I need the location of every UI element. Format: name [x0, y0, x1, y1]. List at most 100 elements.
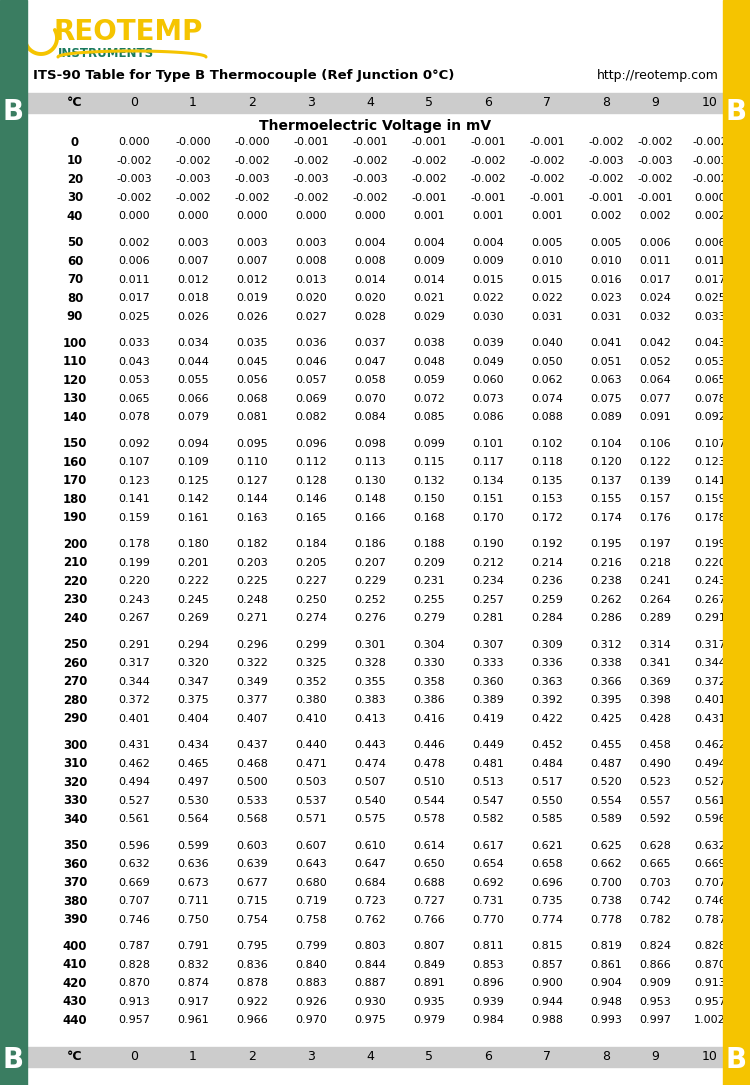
Text: 3: 3 — [307, 1050, 315, 1063]
Text: 0.309: 0.309 — [531, 640, 562, 650]
Text: 20: 20 — [67, 173, 83, 186]
Text: 0.279: 0.279 — [413, 613, 445, 623]
Text: 0.861: 0.861 — [590, 960, 622, 970]
Text: 0.582: 0.582 — [472, 815, 504, 825]
Text: -0.001: -0.001 — [638, 192, 673, 203]
Text: 0.000: 0.000 — [118, 137, 150, 146]
Text: 0.176: 0.176 — [639, 513, 670, 523]
Text: 0.419: 0.419 — [472, 714, 504, 724]
Text: 0.434: 0.434 — [177, 740, 209, 751]
Text: 190: 190 — [63, 511, 87, 524]
Text: 0.449: 0.449 — [472, 740, 504, 751]
Text: 0.883: 0.883 — [295, 979, 327, 988]
Text: 390: 390 — [63, 914, 87, 927]
Text: 0.161: 0.161 — [177, 513, 209, 523]
Text: 0.094: 0.094 — [177, 438, 209, 449]
Text: B: B — [3, 1046, 24, 1074]
Text: 0.243: 0.243 — [118, 595, 150, 604]
Text: 0.304: 0.304 — [413, 640, 445, 650]
Text: 0.352: 0.352 — [295, 677, 327, 687]
Text: 0.134: 0.134 — [472, 475, 504, 486]
Text: -0.001: -0.001 — [588, 192, 624, 203]
Text: 0.828: 0.828 — [118, 960, 150, 970]
Text: -0.003: -0.003 — [176, 174, 211, 184]
Text: 0.966: 0.966 — [236, 1016, 268, 1025]
Text: 0.015: 0.015 — [531, 275, 562, 284]
Text: 0.500: 0.500 — [236, 777, 268, 788]
Text: -0.002: -0.002 — [293, 192, 328, 203]
Text: 0.824: 0.824 — [639, 942, 671, 952]
Text: 0.891: 0.891 — [413, 979, 445, 988]
Text: 70: 70 — [67, 273, 83, 286]
Text: 0.738: 0.738 — [590, 896, 622, 906]
Text: 1: 1 — [189, 97, 197, 110]
Text: 0.008: 0.008 — [354, 256, 386, 266]
Text: 0.979: 0.979 — [413, 1016, 445, 1025]
Text: 350: 350 — [63, 840, 87, 853]
Text: 0.128: 0.128 — [295, 475, 327, 486]
Text: 0.904: 0.904 — [590, 979, 622, 988]
Text: 0.000: 0.000 — [177, 137, 209, 146]
Text: 0.799: 0.799 — [295, 942, 327, 952]
Text: 0.948: 0.948 — [590, 997, 622, 1007]
Text: 0.935: 0.935 — [413, 997, 445, 1007]
Text: 0.047: 0.047 — [354, 357, 386, 367]
Text: 0.000: 0.000 — [354, 212, 386, 221]
Text: 0.170: 0.170 — [472, 513, 504, 523]
Text: 0.795: 0.795 — [236, 942, 268, 952]
Text: 0.836: 0.836 — [236, 960, 268, 970]
Text: 100: 100 — [63, 336, 87, 349]
Text: 0.009: 0.009 — [472, 256, 504, 266]
Text: -0.000: -0.000 — [176, 137, 211, 146]
Text: 0.005: 0.005 — [531, 238, 562, 247]
Text: 0.106: 0.106 — [639, 438, 670, 449]
Text: 0.828: 0.828 — [694, 942, 726, 952]
Text: 2: 2 — [248, 1050, 256, 1063]
Text: 7: 7 — [543, 1050, 551, 1063]
Text: 230: 230 — [63, 593, 87, 607]
Text: -0.001: -0.001 — [470, 137, 506, 146]
Text: 0.220: 0.220 — [694, 558, 726, 567]
Text: 0.209: 0.209 — [413, 558, 445, 567]
Text: 0.540: 0.540 — [354, 796, 386, 806]
Text: 0.647: 0.647 — [354, 859, 386, 869]
Text: 0.174: 0.174 — [590, 513, 622, 523]
Text: 0.048: 0.048 — [413, 357, 445, 367]
Text: 0.325: 0.325 — [295, 659, 327, 668]
Text: 0.625: 0.625 — [590, 841, 622, 851]
Text: 0.081: 0.081 — [236, 412, 268, 422]
Text: ITS-90 Table for Type B Thermocouple (Ref Junction 0°C): ITS-90 Table for Type B Thermocouple (Re… — [33, 68, 454, 81]
Text: 0.913: 0.913 — [694, 979, 726, 988]
Text: 0.636: 0.636 — [177, 859, 209, 869]
Text: 0.372: 0.372 — [118, 695, 150, 705]
Bar — [723, 0, 750, 1085]
Text: 0.490: 0.490 — [639, 758, 671, 769]
Text: 0.338: 0.338 — [590, 659, 622, 668]
Text: 0.639: 0.639 — [236, 859, 268, 869]
Text: 0.010: 0.010 — [590, 256, 622, 266]
Text: 0.401: 0.401 — [694, 695, 726, 705]
Text: 0.857: 0.857 — [531, 960, 563, 970]
Text: 0.561: 0.561 — [118, 815, 150, 825]
Text: 0.222: 0.222 — [177, 576, 209, 586]
Text: 0.110: 0.110 — [236, 457, 268, 468]
Text: 0.107: 0.107 — [694, 438, 726, 449]
Text: 400: 400 — [63, 940, 87, 953]
Text: 9: 9 — [651, 97, 659, 110]
Text: 0.207: 0.207 — [354, 558, 386, 567]
Text: 0.212: 0.212 — [472, 558, 504, 567]
Text: 0.043: 0.043 — [694, 339, 726, 348]
Text: 0.762: 0.762 — [354, 915, 386, 924]
Text: 0.360: 0.360 — [472, 677, 504, 687]
Text: 0.443: 0.443 — [354, 740, 386, 751]
Text: -0.002: -0.002 — [411, 155, 447, 166]
Text: 0.107: 0.107 — [118, 457, 150, 468]
Text: 0.178: 0.178 — [694, 513, 726, 523]
Text: 0.513: 0.513 — [472, 777, 504, 788]
Text: 0.320: 0.320 — [177, 659, 209, 668]
Text: -0.002: -0.002 — [234, 192, 270, 203]
Text: 0.527: 0.527 — [694, 777, 726, 788]
Text: 370: 370 — [63, 877, 87, 890]
Text: 0.000: 0.000 — [296, 212, 327, 221]
Text: 0.510: 0.510 — [413, 777, 445, 788]
